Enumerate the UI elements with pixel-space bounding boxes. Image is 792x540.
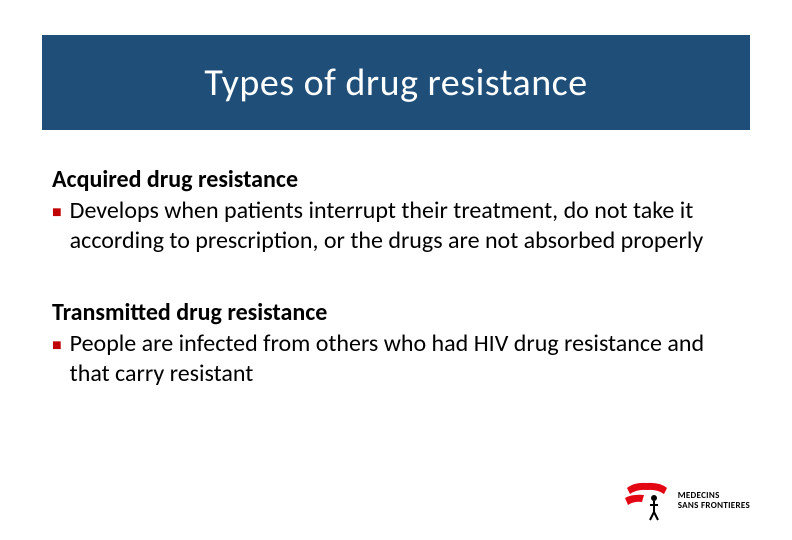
msf-logo-text: MEDECINS SANS FRONTIERES [678,491,750,511]
bullet-square-icon: ■ [52,336,62,356]
section-acquired: Acquired drug resistance ■ Develops when… [52,165,742,256]
msf-logo-figure-icon [622,480,672,522]
heading-acquired: Acquired drug resistance [52,165,742,194]
bullet-square-icon: ■ [52,203,62,223]
section-transmitted: Transmitted drug resistance ■ People are… [52,298,742,389]
logo-line2: SANS FRONTIERES [678,501,750,511]
slide-title: Types of drug resistance [204,60,587,106]
heading-transmitted: Transmitted drug resistance [52,298,742,327]
title-bar: Types of drug resistance [42,35,750,130]
bullet-item: ■ Develops when patients interrupt their… [52,196,742,256]
bullet-item: ■ People are infected from others who ha… [52,329,742,389]
bullet-text-transmitted: People are infected from others who had … [70,329,742,389]
slide-content: Acquired drug resistance ■ Develops when… [52,165,742,431]
bullet-text-acquired: Develops when patients interrupt their t… [70,196,742,256]
msf-logo: MEDECINS SANS FRONTIERES [622,480,750,522]
